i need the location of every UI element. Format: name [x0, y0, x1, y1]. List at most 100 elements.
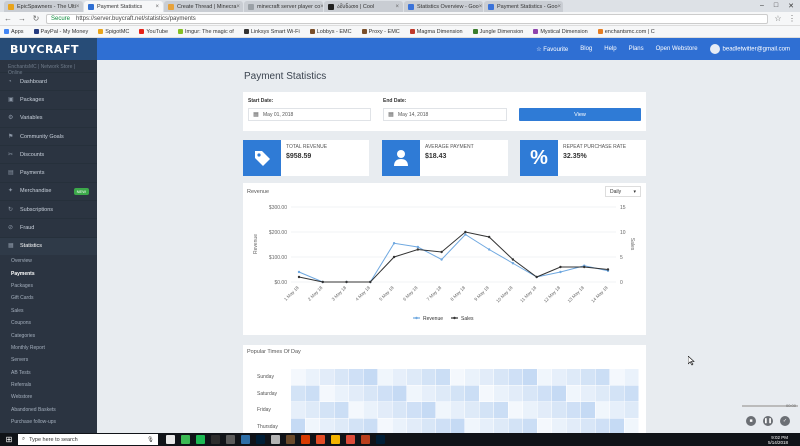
data-point[interactable] [297, 275, 301, 279]
sidebar-subitem[interactable]: Packages [11, 282, 33, 289]
bookmark[interactable]: Jungle Dimension [472, 29, 523, 35]
system-clock[interactable]: 9:02 PM 5/14/2018 [768, 435, 800, 445]
sidebar-subitem[interactable]: Payments [11, 270, 35, 277]
sidebar-item-variables[interactable]: ⚙ Variables [0, 108, 97, 127]
taskbar-app-icon[interactable] [376, 435, 385, 444]
taskbar-app-icon[interactable] [241, 435, 250, 444]
data-point[interactable] [487, 248, 491, 251]
data-point[interactable] [321, 280, 324, 284]
reload-icon[interactable]: ↻ [32, 14, 40, 23]
close-tab-icon[interactable]: × [75, 3, 80, 10]
end-date-input[interactable]: ▦ May 14, 2018 [383, 108, 507, 121]
close-tab-icon[interactable]: × [155, 3, 159, 10]
back-icon[interactable]: ← [4, 14, 12, 23]
data-point[interactable] [606, 268, 610, 271]
period-select[interactable]: Daily ▾ [605, 186, 641, 197]
data-point[interactable] [487, 235, 491, 239]
taskbar-app-icon[interactable] [196, 435, 205, 444]
sidebar-subitem[interactable]: Webstore [11, 394, 33, 401]
legend-label[interactable]: Sales [461, 316, 474, 322]
taskbar-search[interactable]: ⌕ Type here to search 🎙 [18, 434, 158, 445]
sidebar-subitem[interactable]: Sales [11, 307, 24, 314]
legend-label[interactable]: Revenue [423, 316, 443, 322]
data-point[interactable] [392, 242, 396, 245]
bookmark[interactable]: Lobbys - EMC [309, 29, 352, 35]
microphone-icon[interactable]: 🎙 [147, 436, 154, 443]
taskbar-app-icon[interactable] [271, 435, 280, 444]
data-point[interactable] [345, 280, 348, 284]
bookmark[interactable]: Magma Dimension [409, 29, 463, 35]
user-menu[interactable]: beadletwitter@gmail.com [709, 44, 790, 54]
view-button[interactable]: View [519, 108, 641, 121]
data-point[interactable] [297, 270, 301, 274]
sidebar-item-subscriptions[interactable]: ↻ Subscriptions [0, 200, 97, 218]
data-point[interactable] [464, 233, 467, 236]
taskbar-app-icon[interactable] [301, 435, 310, 444]
sidebar-item-community-goals[interactable]: ⚑ Community Goals [0, 126, 97, 145]
close-tab-icon[interactable]: × [236, 3, 240, 10]
close-tab-icon[interactable]: × [478, 3, 483, 10]
browser-tab[interactable]: ამანათი | Cool × [324, 1, 403, 12]
data-point[interactable] [511, 258, 515, 261]
browser-tab[interactable]: Payment Statistics - Goo × [484, 1, 563, 12]
bookmark[interactable]: Imgur: The magic of [178, 29, 234, 35]
taskbar-app-icon[interactable] [361, 435, 370, 444]
sidebar-item-payments[interactable]: ▤ Payments [0, 163, 97, 181]
sidebar-subitem[interactable]: Purchase follow-ups [11, 419, 57, 426]
taskbar-app-icon[interactable] [166, 435, 175, 444]
maximize-icon[interactable]: □ [773, 2, 779, 9]
taskbar-app-icon[interactable] [286, 435, 295, 444]
taskbar-app-icon[interactable] [256, 435, 265, 444]
menu-icon[interactable]: ⋮ [788, 14, 796, 23]
start-date-input[interactable]: ▦ May 01, 2018 [248, 108, 371, 121]
stop-icon[interactable]: ■ [746, 416, 756, 426]
url-field[interactable]: Secure https://server.buycraft.net/stati… [46, 13, 768, 24]
player-progress-bar[interactable] [742, 405, 798, 407]
sidebar-item-dashboard[interactable]: ◔ Dashboard [0, 72, 97, 90]
bookmark[interactable]: enchantsmc.com | C [597, 29, 655, 35]
sidebar-subitem[interactable]: Abandoned Baskets [11, 406, 56, 413]
header-nav-link[interactable]: Blog [580, 46, 593, 52]
data-point[interactable] [511, 262, 515, 265]
sidebar-subitem[interactable]: Overview [11, 258, 32, 265]
data-point[interactable] [416, 248, 420, 251]
close-tab-icon[interactable]: × [320, 3, 323, 10]
header-nav-link[interactable]: Help [604, 46, 617, 52]
browser-tab[interactable]: Create Thread | Minecra × [164, 1, 243, 12]
data-point[interactable] [440, 250, 443, 254]
sidebar-subitem[interactable]: AB Tests [11, 369, 31, 376]
sidebar-subitem[interactable]: Categories [11, 332, 36, 339]
header-nav-link[interactable]: Open Webstore [655, 46, 698, 52]
sidebar-item-discounts[interactable]: ✂ Discounts [0, 145, 97, 163]
data-point[interactable] [559, 265, 562, 269]
browser-tab[interactable]: EpicSpawners - The Ulti × [4, 1, 83, 12]
taskbar-app-icon[interactable] [226, 435, 235, 444]
sidebar-subitem[interactable]: Monthly Report [11, 344, 45, 351]
data-point[interactable] [583, 265, 586, 269]
sidebar-item-merchandise[interactable]: ✦ Merchandise NEW [0, 181, 97, 200]
windows-start-icon[interactable]: ⊞ [5, 435, 13, 444]
header-nav-link[interactable]: Plans [628, 46, 644, 52]
taskbar-app-icon[interactable] [316, 435, 325, 444]
forward-icon[interactable]: → [18, 14, 26, 23]
data-point[interactable] [535, 275, 538, 279]
sidebar-subitem[interactable]: Coupons [11, 320, 32, 327]
data-point[interactable] [392, 255, 396, 259]
star-icon[interactable]: ☆ [774, 14, 782, 23]
sidebar-subitem[interactable]: Gift Cards [11, 295, 34, 302]
bookmark[interactable]: PayPal - My Money [33, 29, 88, 35]
sidebar-item-packages[interactable]: ▣ Packages [0, 90, 97, 108]
sidebar-subitem[interactable]: Servers [11, 357, 29, 364]
close-window-icon[interactable]: ✕ [788, 3, 794, 10]
sidebar-item-statistics[interactable]: ▦ Statistics [0, 236, 97, 255]
data-point[interactable] [416, 245, 420, 249]
bookmark[interactable]: Proxy - EMC [361, 29, 400, 35]
bookmark[interactable]: YouTube [139, 29, 168, 35]
bookmark[interactable]: Mystical Dimension [533, 29, 588, 35]
minimize-icon[interactable]: – [759, 2, 764, 9]
browser-tab[interactable]: Payment Statistics × [84, 1, 163, 12]
close-tab-icon[interactable]: × [395, 3, 399, 10]
check-icon[interactable]: ✓ [780, 416, 790, 426]
bookmark[interactable]: SpigotMC [98, 29, 129, 35]
pause-icon[interactable]: ❚❚ [763, 416, 773, 426]
